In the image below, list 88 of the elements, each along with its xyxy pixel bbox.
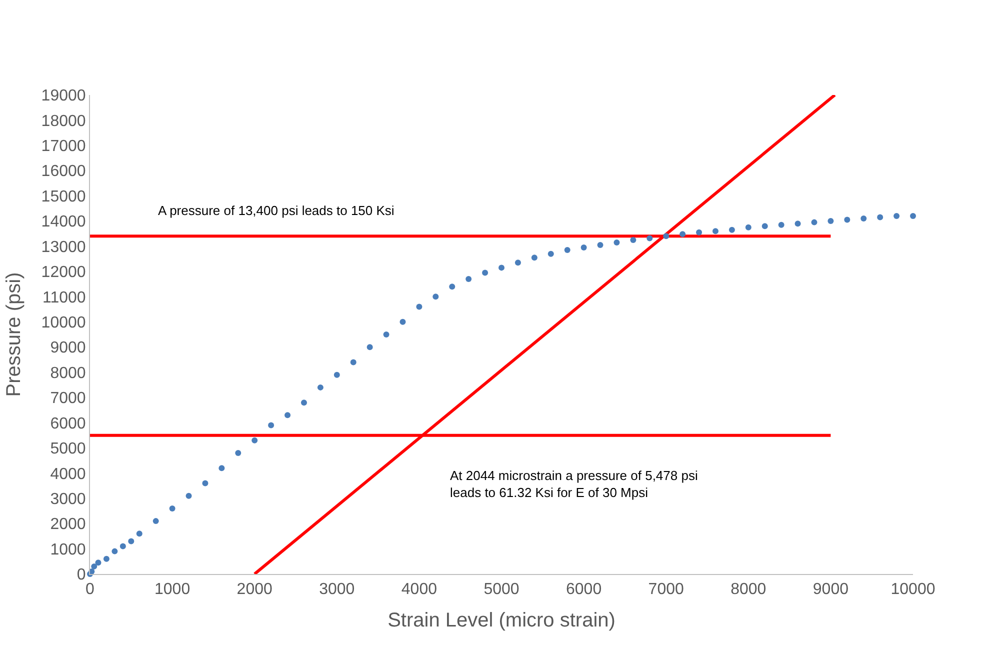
x-tick-label: 3000: [319, 581, 355, 598]
point: [152, 518, 159, 524]
point: [778, 222, 784, 228]
point: [680, 231, 686, 238]
point: [268, 422, 274, 428]
y-tick-label: 10000: [41, 314, 86, 332]
x-tick-label: 4000: [401, 581, 438, 598]
point: [103, 556, 110, 562]
x-tick-label: 10000: [890, 581, 936, 598]
point: [663, 233, 670, 240]
point: [169, 505, 176, 512]
y-tick-label: 13000: [41, 238, 86, 256]
x-tick-label: 7000: [648, 581, 684, 598]
point: [334, 372, 340, 378]
point: [400, 318, 406, 325]
x-tick-label: 2000: [236, 581, 272, 598]
y-tick-label: 3000: [50, 490, 86, 508]
y-tick-label: 9000: [50, 340, 86, 357]
point: [317, 384, 324, 390]
point: [531, 254, 538, 261]
point: [186, 492, 192, 499]
y-tick-label: 12000: [41, 264, 86, 282]
y-tick-label: 16000: [41, 163, 86, 180]
y-tick-label: 19000: [41, 88, 86, 105]
point: [728, 226, 735, 233]
point: [350, 359, 356, 366]
point: [877, 214, 884, 220]
point: [844, 216, 850, 223]
point: [894, 213, 900, 220]
point: [202, 480, 208, 486]
point: [860, 216, 867, 222]
y-tick-label: 15000: [41, 188, 86, 206]
y-tick-label: 14000: [41, 214, 86, 231]
y-tick-label: 18000: [41, 112, 86, 130]
x-tick-label: 8000: [730, 581, 766, 598]
point: [646, 235, 653, 242]
point: [120, 543, 126, 550]
point: [614, 239, 620, 246]
x-axis-title: Strain Level (micro strain): [388, 610, 616, 632]
point: [762, 223, 768, 230]
annotation: At 2044 microstrain a pressure of 5,478 psi leads to 61.32 Ksi for E of 30 Mpsi: [450, 468, 698, 500]
point: [811, 219, 818, 226]
point: [466, 276, 472, 282]
point: [383, 332, 390, 338]
point: [252, 437, 258, 444]
point: [828, 218, 834, 224]
y-tick-label: 1000: [50, 541, 86, 558]
point: [416, 304, 422, 310]
y-tick-label: 0: [76, 566, 86, 584]
y-tick-label: 2000: [50, 516, 86, 534]
point: [128, 538, 134, 544]
y-tick-label: 6000: [50, 415, 86, 432]
y-tick-label: 17000: [41, 138, 86, 156]
point: [597, 242, 604, 248]
point: [696, 229, 702, 236]
point: [794, 220, 801, 227]
point: [136, 530, 142, 537]
y-axis-title: Pressure (psi): [2, 272, 25, 397]
x-tick-label: 6000: [566, 581, 602, 598]
point: [548, 250, 554, 257]
x-tick-label: 5000: [484, 581, 520, 598]
annotation: A pressure of 13,400 psi leads to 150 Ksi: [158, 203, 394, 218]
y-tick-label: 11000: [42, 289, 86, 306]
y-tick-label: 8000: [50, 364, 86, 382]
point: [482, 270, 488, 276]
point: [284, 412, 291, 418]
y-tick-label: 5000: [50, 440, 86, 458]
x-tick-label: 1000: [154, 581, 190, 598]
point: [112, 548, 118, 554]
x-tick-label: 9000: [812, 581, 849, 598]
point: [910, 213, 916, 220]
point: [91, 563, 98, 570]
y-tick-label: 4000: [50, 466, 86, 483]
point: [712, 228, 718, 234]
point: [564, 247, 570, 254]
point: [95, 560, 102, 566]
point: [498, 264, 504, 271]
point: [235, 450, 242, 456]
point: [432, 294, 439, 300]
y-tick-label: 7000: [50, 390, 86, 408]
point: [300, 400, 307, 406]
point: [449, 284, 456, 290]
point: [745, 224, 752, 230]
point: [580, 244, 587, 251]
point: [514, 260, 521, 266]
point: [366, 344, 373, 350]
point: [218, 465, 225, 472]
point: [630, 236, 636, 243]
